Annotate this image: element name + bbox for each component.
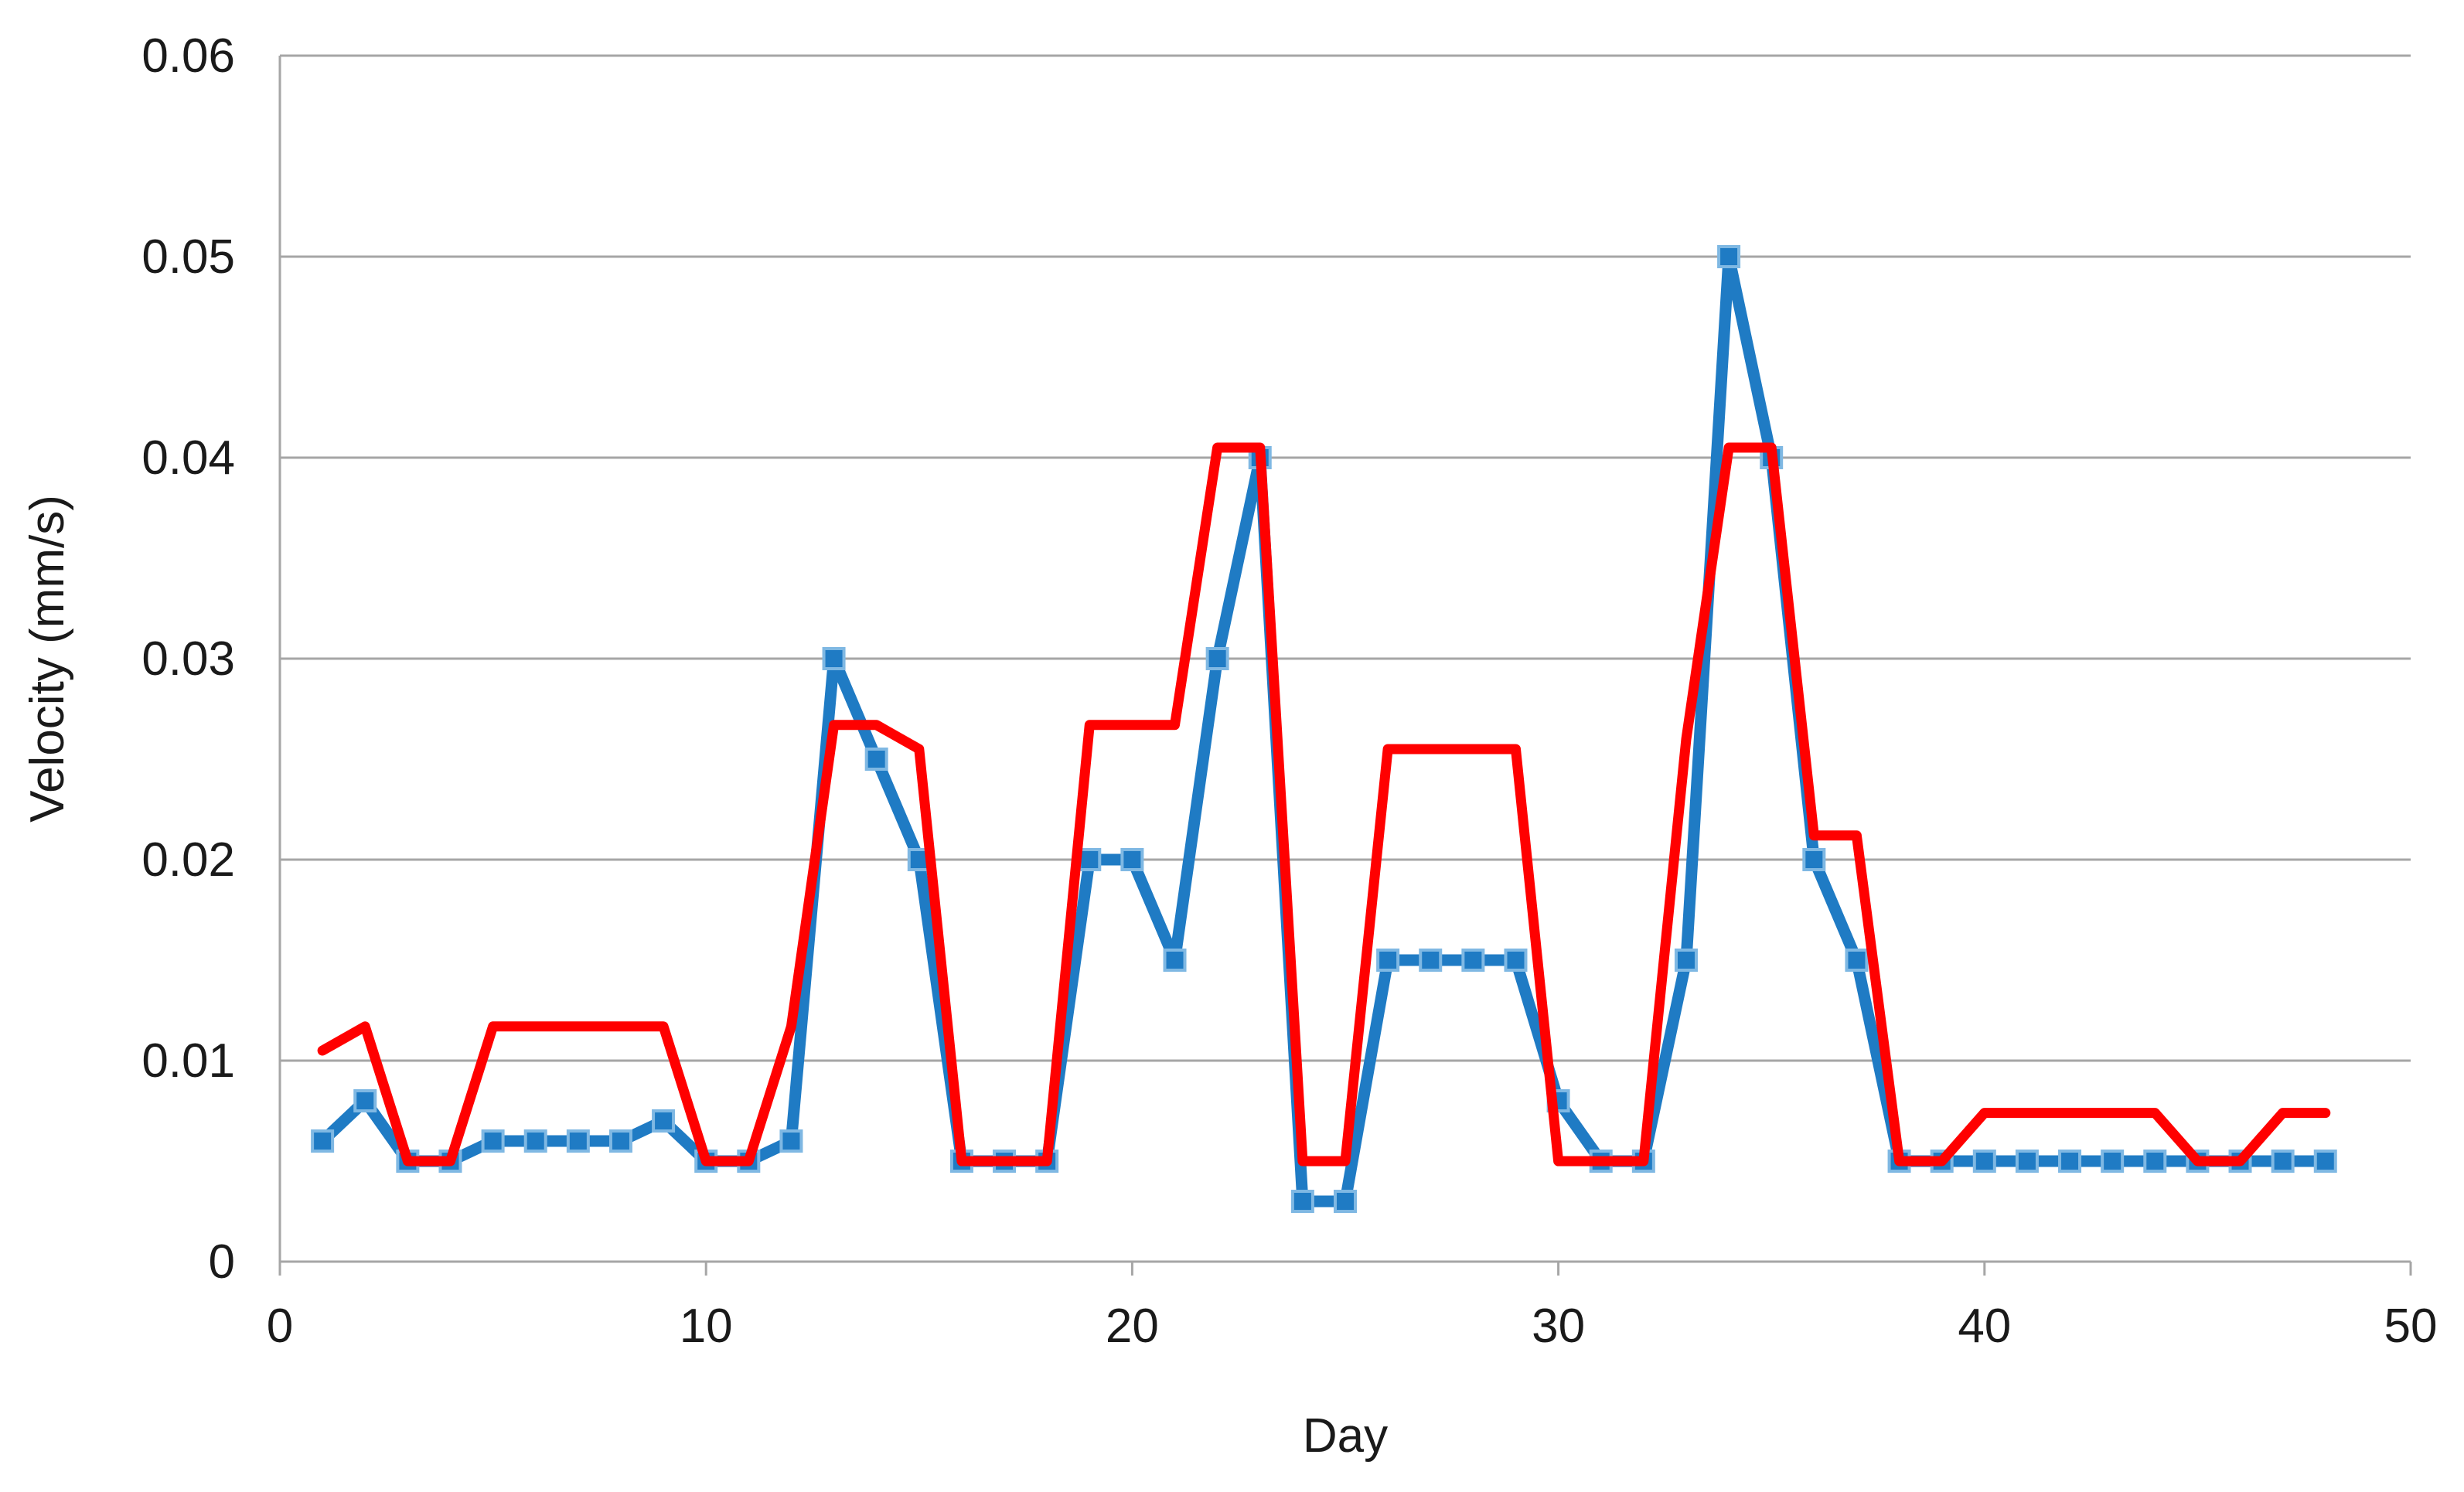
x-tick-label: 20 [1106, 1300, 1159, 1353]
series-1-point [2101, 1150, 2125, 1173]
series-1-point [566, 1129, 590, 1153]
y-tick-label: 0.04 [141, 431, 235, 485]
x-axis-title: Day [1303, 1409, 1388, 1463]
x-tick-label: 40 [1958, 1300, 2011, 1353]
axes [278, 56, 2412, 1276]
series-1-point [1078, 848, 1102, 871]
y-tick-label: 0.01 [141, 1034, 235, 1088]
series-1-point [311, 1129, 335, 1153]
series-1-point [523, 1129, 547, 1153]
series-1-point [2015, 1150, 2039, 1173]
series-1-point [1674, 949, 1698, 972]
series-1-point [1845, 949, 1869, 972]
y-tick-label: 0.03 [141, 632, 235, 686]
series-1-point [864, 748, 888, 771]
y-tick-label: 0 [209, 1235, 235, 1289]
y-tick-label: 0.05 [141, 230, 235, 284]
series-2-line [317, 442, 2331, 1167]
series-1-point [481, 1129, 505, 1153]
x-tick-label: 10 [680, 1300, 733, 1353]
series-1-point [1717, 245, 1741, 268]
y-tick-label: 0.06 [141, 29, 235, 83]
series-1-point [608, 1129, 632, 1153]
series-1-point [1290, 1190, 1314, 1213]
series-1-point [779, 1129, 803, 1153]
series-1-point [1205, 647, 1229, 670]
series-1-point [1802, 848, 1826, 871]
y-tick-label: 0.02 [141, 833, 235, 887]
series-1-point [1334, 1190, 1357, 1213]
series-1-point [652, 1109, 676, 1133]
series-1-point [1419, 949, 1443, 972]
series-1-point [2058, 1150, 2082, 1173]
series-1-point [2313, 1150, 2337, 1173]
tick-labels: 0 0.01 0.02 0.03 0.04 0.05 0.06 0 10 20 30 40 50 [141, 29, 2437, 1353]
series-1-point [1376, 949, 1400, 972]
series-1-point [1461, 949, 1485, 972]
x-tick-label: 0 [267, 1300, 293, 1353]
x-tick-label: 30 [1532, 1300, 1585, 1353]
series-1-point [2271, 1150, 2295, 1173]
series-1-point [1504, 949, 1528, 972]
y-axis-title: Velocity (mm/s) [21, 495, 74, 823]
series-1-point [1972, 1150, 1996, 1173]
series-1-point [822, 647, 846, 670]
series-1-point [1120, 848, 1144, 871]
gridlines [280, 54, 2411, 1062]
series-1-point [2143, 1150, 2167, 1173]
series-1-point [353, 1089, 377, 1112]
series-layer [311, 245, 2337, 1213]
x-tick-label: 50 [2384, 1300, 2438, 1353]
series-1-point [1163, 949, 1187, 972]
